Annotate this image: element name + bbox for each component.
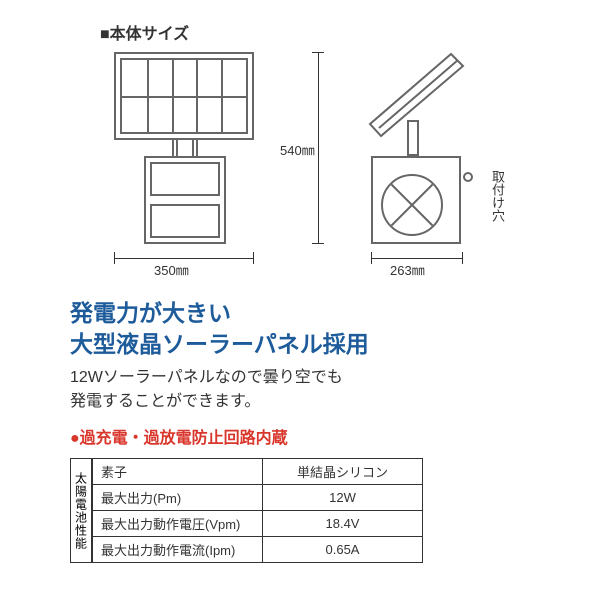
dim-width: 350㎜: [154, 260, 189, 279]
feature-heading: 発電力が大きい 大型液晶ソーラーパネル採用: [70, 298, 560, 360]
spec-table: 素子 単結晶シリコン 最大出力(Pm) 12W 最大出力動作電圧(Vpm) 18…: [92, 458, 423, 563]
spec-label: 最大出力動作電圧(Vpm): [93, 511, 263, 537]
body-front: [144, 156, 226, 244]
table-row: 最大出力動作電流(Ipm) 0.65A: [93, 537, 423, 563]
body-line-1: 12Wソーラーパネルなので曇り空でも: [70, 369, 343, 386]
dim-line-height: [318, 52, 319, 244]
size-diagram: 350㎜ 540㎜ 263㎜ 取付け穴: [100, 52, 520, 282]
body-line-2: 発電することができます。: [70, 393, 260, 410]
spec-label: 最大出力(Pm): [93, 485, 263, 511]
table-row: 最大出力動作電圧(Vpm) 18.4V: [93, 511, 423, 537]
spec-label: 素子: [93, 459, 263, 485]
spec-label: 最大出力動作電流(Ipm): [93, 537, 263, 563]
spec-side-label: 太陽電池性能: [70, 458, 92, 563]
spec-value: 12W: [263, 485, 423, 511]
dim-line-width: [114, 258, 254, 259]
heading-line-2: 大型液晶ソーラーパネル採用: [70, 331, 369, 357]
heading-line-1: 発電力が大きい: [70, 300, 231, 326]
dim-depth: 263㎜: [390, 260, 425, 279]
table-row: 最大出力(Pm) 12W: [93, 485, 423, 511]
mount-hole-icon: [463, 172, 473, 182]
feature-body: 12Wソーラーパネルなので曇り空でも 発電することができます。: [70, 366, 560, 414]
table-row: 素子 単結晶シリコン: [93, 459, 423, 485]
neck-front: [172, 140, 198, 156]
dim-line-depth: [371, 258, 463, 259]
neck-side: [407, 120, 419, 156]
mount-hole-label: 取付け穴: [488, 170, 507, 222]
spec-value: 0.65A: [263, 537, 423, 563]
solar-panel-front: [114, 52, 254, 140]
lens-cross: [381, 174, 443, 236]
section-title: ■本体サイズ: [100, 20, 560, 44]
panel-side-svg: [355, 46, 515, 156]
highlight-feature: ●過充電・過放電防止回路内蔵: [70, 424, 560, 448]
spec-value: 単結晶シリコン: [263, 459, 423, 485]
spec-value: 18.4V: [263, 511, 423, 537]
spec-table-wrap: 太陽電池性能 素子 単結晶シリコン 最大出力(Pm) 12W 最大出力動作電圧(…: [70, 458, 560, 563]
dim-height: 540㎜: [280, 140, 315, 159]
